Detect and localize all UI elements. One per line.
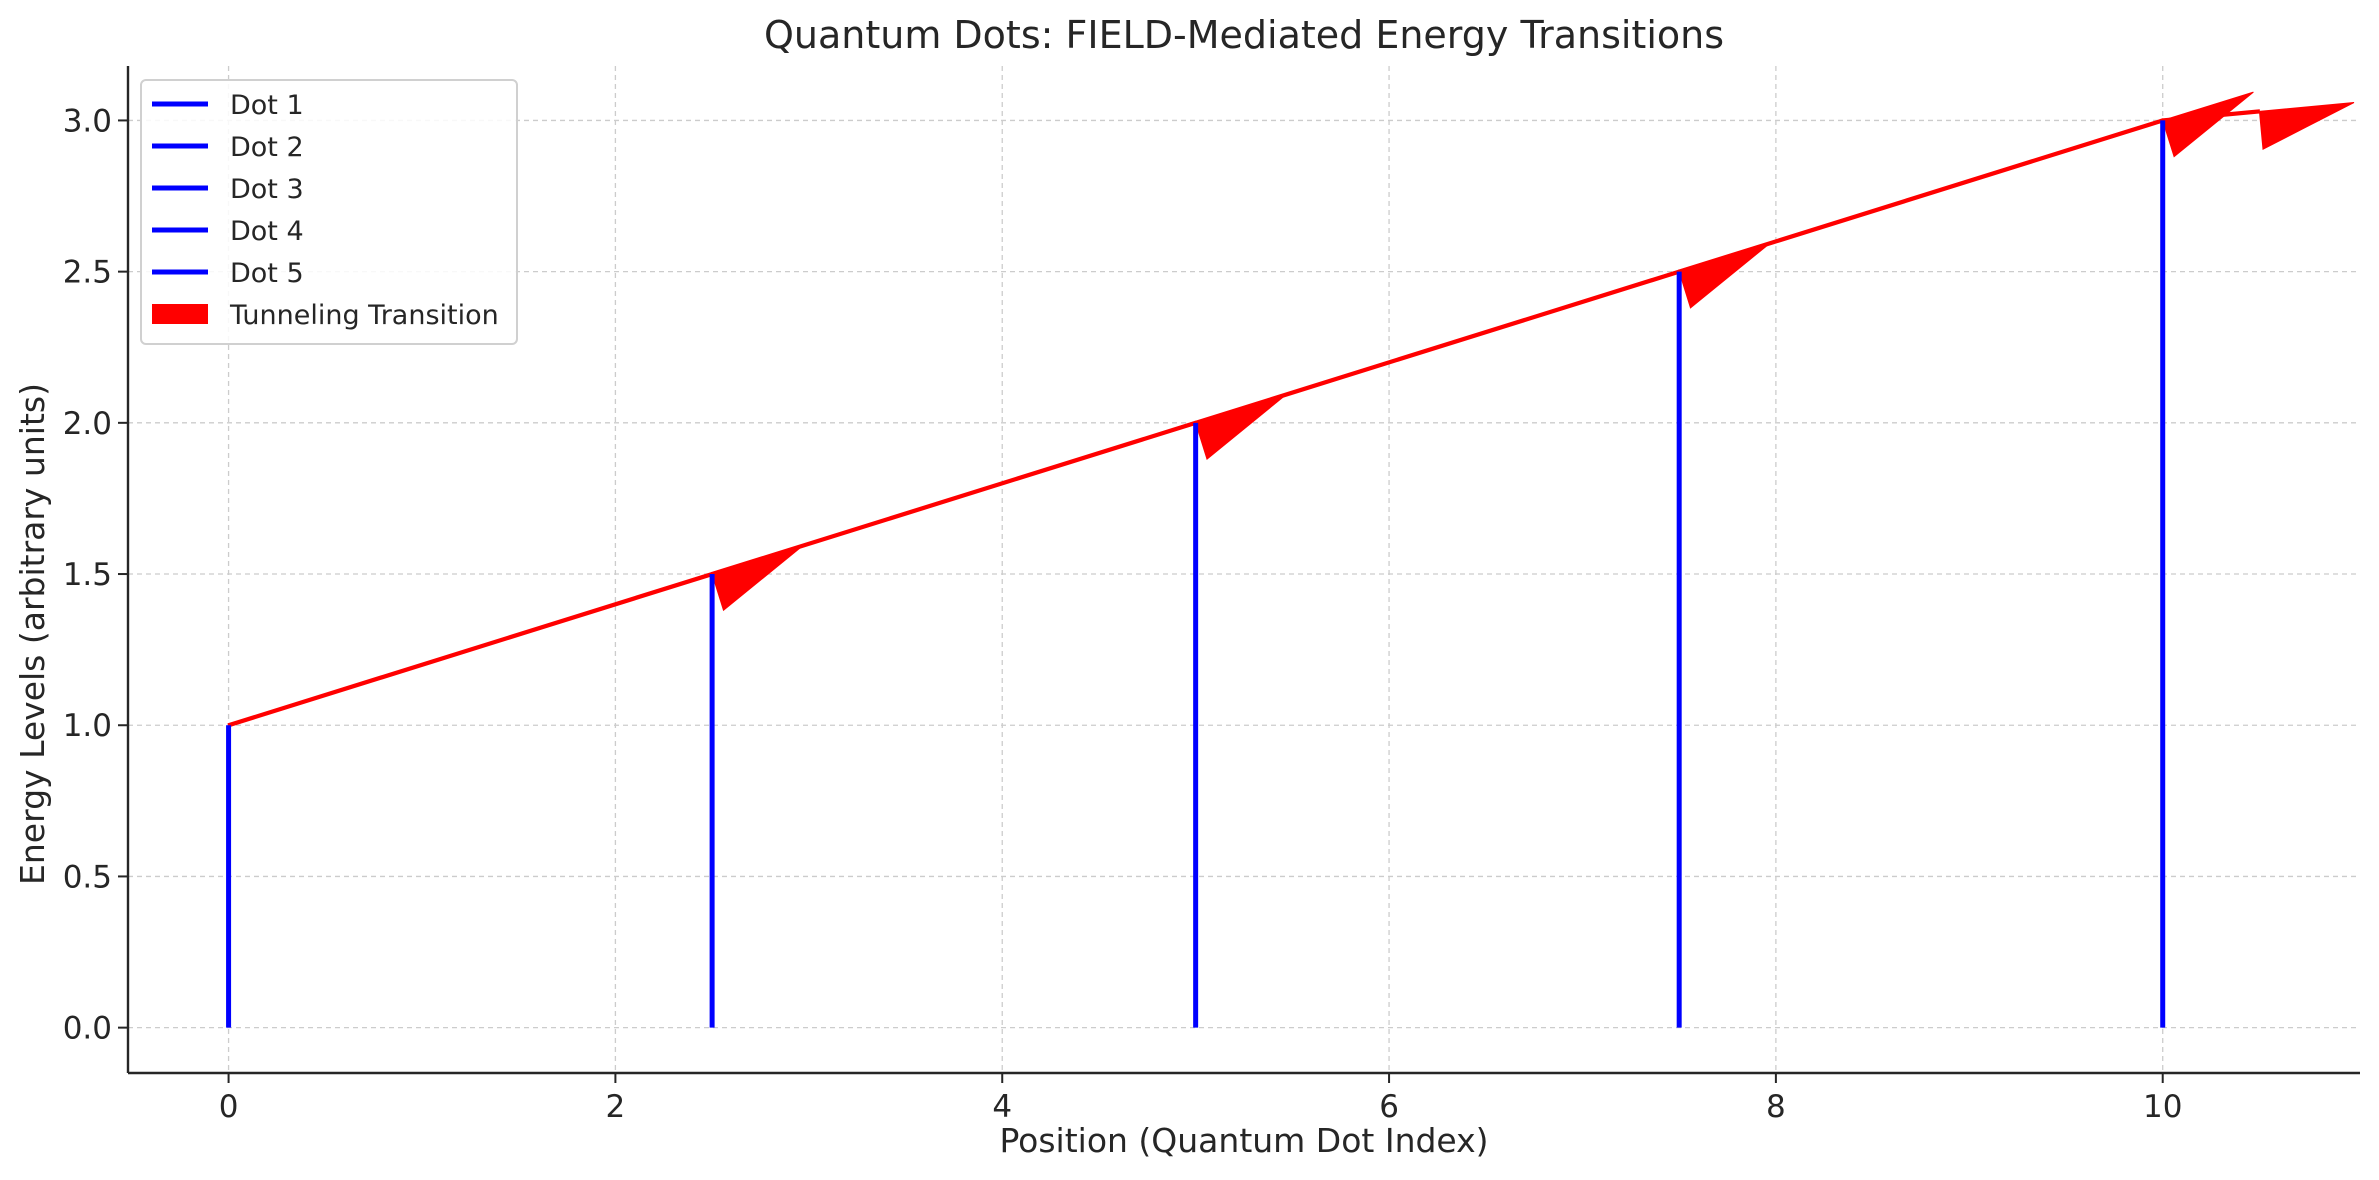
legend-box: [140, 79, 518, 345]
legend-swatch: [152, 304, 208, 324]
x-tick-label: 6: [1379, 1089, 1399, 1125]
legend-label: Dot 4: [230, 216, 304, 247]
legend-label: Dot 2: [230, 132, 304, 163]
x-tick-label: 2: [606, 1089, 626, 1125]
y-tick-label: 2.5: [63, 255, 112, 291]
legend-label: Dot 5: [230, 258, 304, 289]
axes: 0 2 4 6 8 10 0.0 0.5 1.0 1.5 2.0 2.5 3.0: [63, 66, 2360, 1125]
legend-label: Tunneling Transition: [229, 300, 499, 331]
x-tick-label: 4: [992, 1089, 1012, 1125]
x-axis-label: Position (Quantum Dot Index): [999, 1121, 1488, 1160]
chart-title: Quantum Dots: FIELD-Mediated Energy Tran…: [764, 13, 1724, 57]
x-tick-label: 0: [219, 1089, 239, 1125]
y-axis-label: Energy Levels (arbitrary units): [13, 383, 52, 885]
y-tick-label: 1.5: [63, 557, 112, 593]
y-tick-label: 0.0: [63, 1011, 112, 1047]
plot-area: [226, 91, 2355, 1028]
legend: Dot 1 Dot 2 Dot 3 Dot 4 Dot 5 Tunneling Trans…: [140, 79, 518, 345]
y-tick-label: 0.5: [63, 859, 112, 895]
tunneling-arrow: [2162, 102, 2355, 150]
y-tick-label: 3.0: [63, 103, 112, 139]
y-tick-label: 2.0: [63, 406, 112, 442]
x-tick-label: 10: [2143, 1089, 2182, 1125]
x-tick-label: 8: [1766, 1089, 1786, 1125]
legend-label: Dot 1: [230, 90, 304, 121]
legend-label: Dot 3: [230, 174, 304, 205]
y-tick-label: 1.0: [63, 708, 112, 744]
